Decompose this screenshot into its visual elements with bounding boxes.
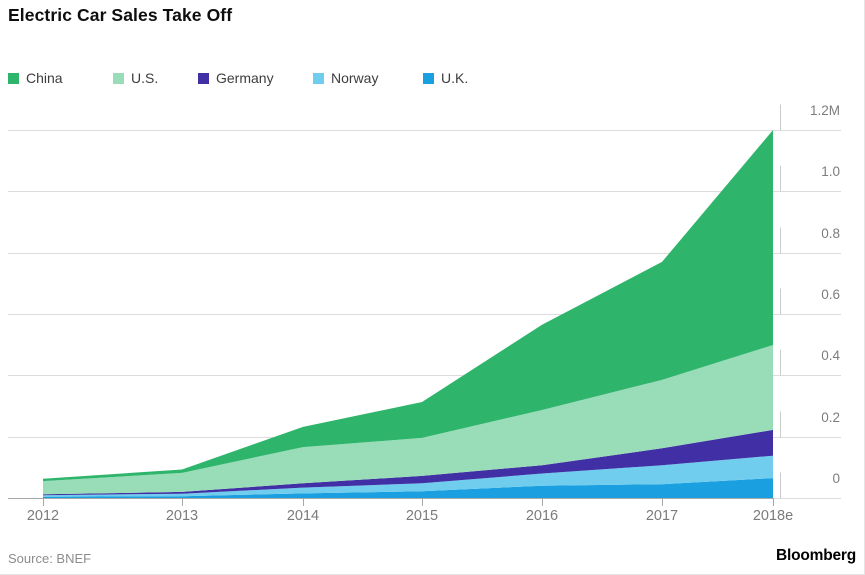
legend-item-norway: Norway (313, 70, 378, 86)
legend-item-china: China (8, 70, 63, 86)
legend-swatch-icon (113, 72, 124, 84)
y-axis-label: 1.2M (809, 103, 840, 118)
x-axis-label: 2017 (645, 508, 679, 524)
y-axis-label: 0.8 (821, 225, 840, 241)
y-axis-label: 1.0 (821, 164, 840, 180)
legend-label: U.K. (441, 70, 469, 86)
area-band-uk (43, 478, 773, 498)
legend-swatch-icon (313, 72, 324, 84)
x-axis-label: 2014 (286, 508, 320, 524)
source-label: Source: BNEF (8, 551, 92, 566)
legend: China U.S. Germany Norway U.K. (0, 70, 864, 88)
x-axis-label: 2018e (752, 508, 794, 524)
legend-swatch-icon (423, 72, 434, 84)
legend-item-us: U.S. (113, 70, 158, 86)
area-band-germany (43, 429, 773, 496)
legend-swatch-icon (8, 72, 19, 84)
bloomberg-logo: Bloomberg (775, 547, 856, 564)
legend-label: China (26, 70, 63, 86)
y-axis-label: 0.6 (821, 287, 840, 302)
legend-item-germany: Germany (198, 70, 274, 86)
area-band-china (43, 130, 773, 482)
y-axis-label: 0 (832, 471, 840, 486)
x-axis-label: 2016 (525, 508, 559, 524)
area-band-norway (43, 455, 773, 497)
legend-swatch-icon (198, 72, 209, 84)
x-axis-label: 2012 (26, 508, 60, 524)
legend-item-uk: U.K. (423, 70, 468, 86)
legend-label: Germany (216, 70, 274, 86)
legend-label: Norway (331, 70, 379, 86)
chart-title: Electric Car Sales Take Off (8, 5, 233, 25)
x-axis-label: 2013 (165, 508, 199, 524)
x-axis-label: 2015 (405, 508, 439, 524)
y-axis-label: 0.4 (821, 348, 840, 364)
legend-label: U.S. (131, 70, 159, 86)
area-band-us (43, 345, 773, 495)
y-axis-label: 0.2 (821, 409, 840, 425)
